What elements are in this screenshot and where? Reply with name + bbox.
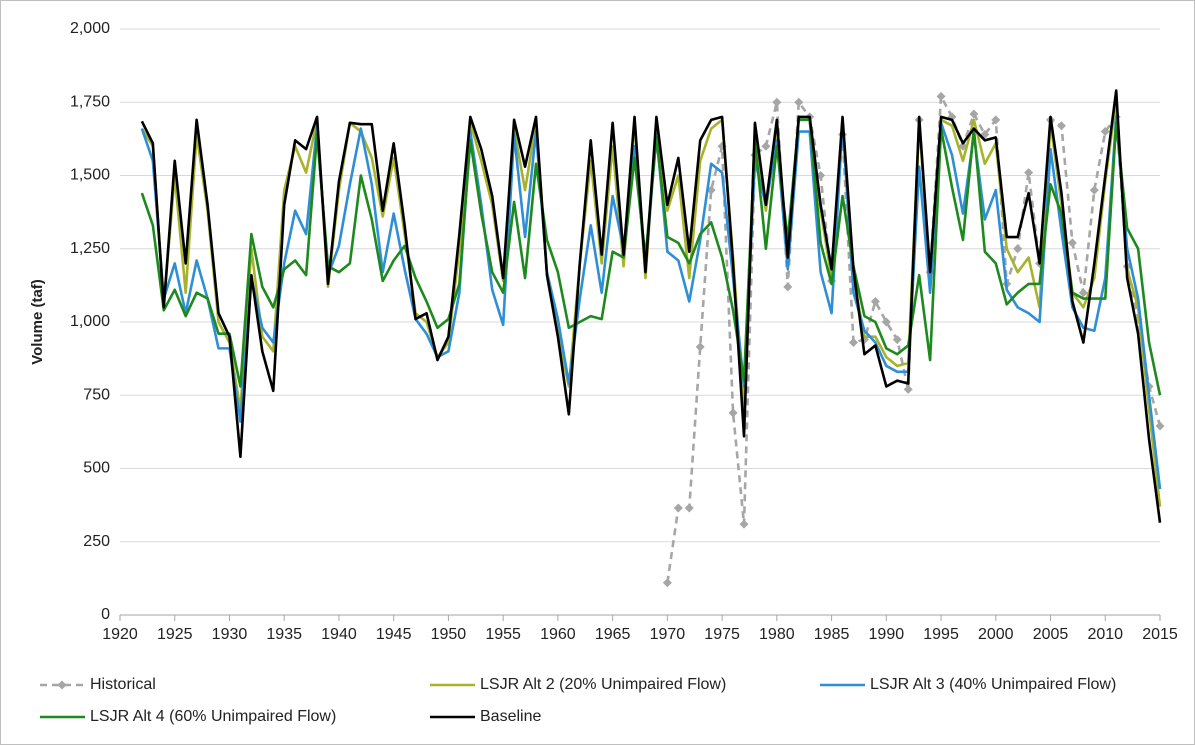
point-marker — [662, 578, 672, 588]
y-tick-label: 2,000 — [70, 20, 110, 37]
x-tick-label: 2000 — [978, 626, 1014, 643]
point-marker — [728, 408, 738, 418]
x-tick-label: 1925 — [157, 626, 193, 643]
point-marker — [969, 109, 979, 119]
legend-label: LSJR Alt 3 (40% Unimpaired Flow) — [870, 676, 1116, 693]
point-marker — [936, 91, 946, 101]
point-marker — [761, 141, 771, 151]
y-tick-label: 750 — [83, 386, 110, 403]
x-tick-label: 1945 — [376, 626, 412, 643]
x-tick-label: 1950 — [431, 626, 467, 643]
x-tick-label: 1970 — [650, 626, 686, 643]
x-tick-label: 1995 — [923, 626, 959, 643]
x-tick-label: 1935 — [266, 626, 302, 643]
y-tick-label: 500 — [83, 460, 110, 477]
x-tick-label: 1990 — [869, 626, 905, 643]
point-marker — [783, 282, 793, 292]
point-marker — [1067, 238, 1077, 248]
x-tick-label: 1975 — [704, 626, 740, 643]
point-marker — [1089, 185, 1099, 195]
x-tick-label: 1960 — [540, 626, 576, 643]
y-tick-label: 250 — [83, 533, 110, 550]
x-tick-label: 1985 — [814, 626, 850, 643]
x-tick-label: 1930 — [212, 626, 248, 643]
point-marker — [1024, 168, 1034, 178]
legend-marker — [57, 680, 67, 690]
point-marker — [892, 335, 902, 345]
point-marker — [1155, 421, 1165, 431]
legend-label: Baseline — [480, 708, 541, 725]
point-marker — [1056, 121, 1066, 131]
x-tick-label: 1920 — [102, 626, 138, 643]
point-marker — [695, 342, 705, 352]
y-axis-label: Volume (taf) — [29, 279, 46, 365]
x-tick-label: 2015 — [1142, 626, 1178, 643]
point-marker — [991, 115, 1001, 125]
x-tick-label: 1940 — [321, 626, 357, 643]
point-marker — [1078, 288, 1088, 298]
point-marker — [848, 338, 858, 348]
legend-label: LSJR Alt 4 (60% Unimpaired Flow) — [90, 708, 336, 725]
x-tick-label: 1980 — [759, 626, 795, 643]
legend-label: LSJR Alt 2 (20% Unimpaired Flow) — [480, 676, 726, 693]
y-tick-label: 1,250 — [70, 240, 110, 257]
y-tick-label: 1,500 — [70, 167, 110, 184]
point-marker — [794, 97, 804, 107]
x-tick-label: 2005 — [1033, 626, 1069, 643]
y-tick-label: 0 — [101, 606, 110, 623]
point-marker — [881, 317, 891, 327]
series-line — [140, 89, 1162, 523]
series-line — [666, 95, 1162, 583]
point-marker — [1100, 127, 1110, 137]
point-marker — [870, 296, 880, 306]
x-tick-label: 2010 — [1087, 626, 1123, 643]
point-marker — [684, 503, 694, 513]
legend-label: Historical — [90, 676, 156, 693]
point-marker — [1013, 244, 1023, 254]
x-tick-label: 1965 — [595, 626, 631, 643]
y-tick-label: 1,750 — [70, 93, 110, 110]
point-marker — [772, 97, 782, 107]
point-marker — [739, 519, 749, 529]
y-tick-label: 1,000 — [70, 313, 110, 330]
point-marker — [903, 384, 913, 394]
x-tick-label: 1955 — [485, 626, 521, 643]
point-marker — [673, 503, 683, 513]
